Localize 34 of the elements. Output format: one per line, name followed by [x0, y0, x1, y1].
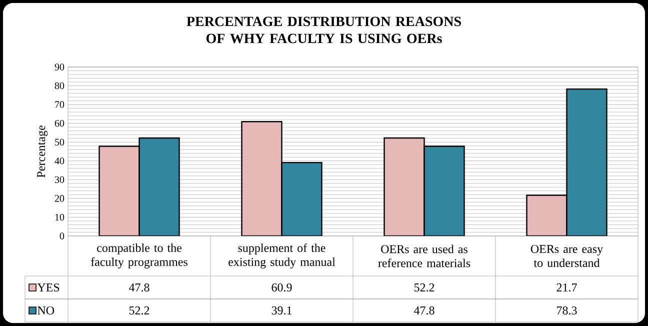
- data-label: 52.2: [129, 306, 150, 315]
- data-label: 39.1: [272, 306, 292, 315]
- x-tick-label: OERs are easy to understand: [530, 244, 604, 268]
- x-tick-label: OERs are used as reference materials: [378, 244, 470, 268]
- data-label: 60.9: [272, 283, 292, 292]
- y-tick-label: 20: [54, 195, 64, 202]
- data-label: 47.8: [128, 283, 150, 292]
- y-tick-label: 50: [55, 138, 64, 146]
- y-tick-label: 80: [54, 82, 64, 90]
- data-label: 78.3: [557, 306, 577, 315]
- data-label: 52.2: [414, 283, 434, 292]
- y-tick-label: 30: [54, 176, 64, 184]
- bar: [424, 146, 465, 236]
- y-tick-label: 60: [54, 120, 64, 127]
- x-tick-label: compatible to the faculty programmes: [90, 244, 188, 268]
- y-tick-label: 0: [60, 232, 64, 240]
- y-axis-title: Percentage: [37, 126, 48, 178]
- y-tick-label: 70: [55, 101, 64, 108]
- bar: [526, 194, 568, 236]
- bar: [138, 137, 180, 236]
- bar: [281, 162, 322, 236]
- bar: [384, 137, 425, 236]
- x-tick-label: supplement of the existing study manual: [228, 243, 336, 269]
- chart-title: PERCENTAGE DISTRIBUTION REASONS OF WHY FACULTY IS USING OERs: [186, 16, 461, 44]
- y-tick-label: 90: [54, 64, 64, 70]
- legend-label: NO: [38, 306, 54, 315]
- bar: [566, 88, 608, 236]
- bar: [98, 146, 140, 236]
- bar: [241, 121, 282, 236]
- y-tick-label: 10: [55, 214, 64, 221]
- y-tick-label: 40: [54, 158, 64, 164]
- legend-label: YES: [37, 283, 60, 292]
- data-label: 47.8: [414, 306, 434, 315]
- data-label: 21.7: [556, 283, 577, 292]
